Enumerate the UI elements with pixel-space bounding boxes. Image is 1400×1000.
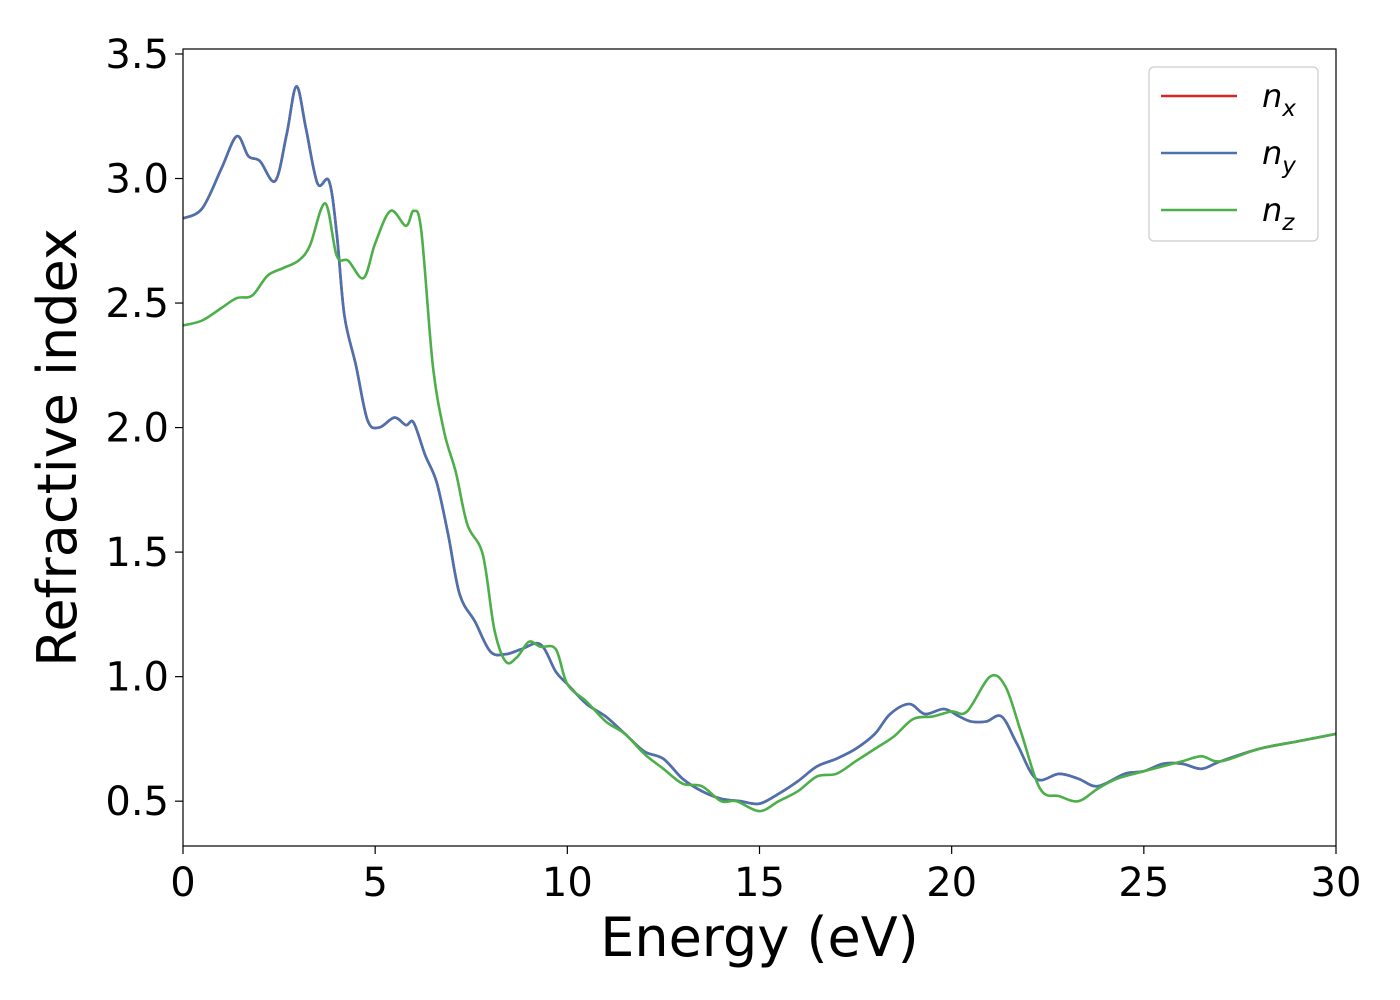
y-axis-title: Refractive index <box>26 228 89 667</box>
legend-label: nx <box>1262 77 1296 122</box>
series-line-nz <box>182 202 1337 813</box>
legend-label: ny <box>1262 134 1296 179</box>
y-tick-label: 2.5 <box>105 281 169 327</box>
y-axis: 0.5 1.0 1.5 2.0 2.5 3.0 3.5 <box>105 32 183 825</box>
x-axis-title: Energy (eV) <box>600 906 919 969</box>
legend-label: nz <box>1262 191 1295 236</box>
y-tick-label: 3.5 <box>105 32 169 78</box>
x-tick-label: 10 <box>542 860 593 906</box>
legend-item-nz: nz <box>1161 191 1295 236</box>
x-tick-label: 25 <box>1118 860 1169 906</box>
series-layer <box>182 85 1337 813</box>
y-tick-label: 0.5 <box>105 779 169 825</box>
x-tick-label: 30 <box>1311 860 1362 906</box>
x-tick-label: 15 <box>734 860 785 906</box>
legend: nx ny nz <box>1148 66 1319 242</box>
y-tick-label: 3.0 <box>105 157 169 203</box>
legend-item-nx: nx <box>1161 77 1296 122</box>
x-tick-label: 20 <box>926 860 977 906</box>
x-axis: 0 5 10 15 20 25 30 <box>170 846 1361 906</box>
y-tick-label: 1.5 <box>105 530 169 576</box>
x-tick-label: 5 <box>362 860 387 906</box>
x-tick-label: 0 <box>170 860 195 906</box>
y-tick-label: 1.0 <box>105 655 169 701</box>
series-line-ny <box>182 85 1337 806</box>
y-tick-label: 2.0 <box>105 406 169 452</box>
legend-item-ny: ny <box>1161 134 1296 179</box>
